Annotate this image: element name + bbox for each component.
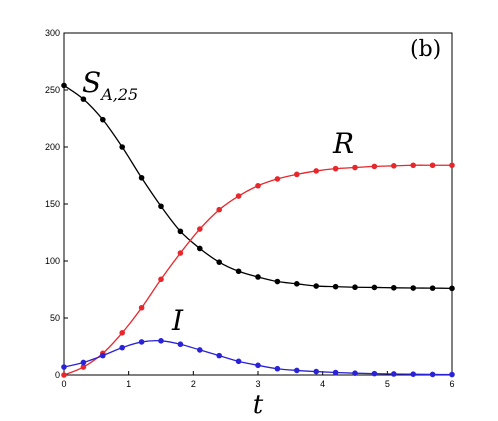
series-label-r: R — [332, 127, 354, 160]
data-point-i — [429, 371, 436, 378]
data-point-i — [100, 352, 106, 359]
x-tick-label: 1 — [126, 379, 131, 389]
x-axis-label: t — [253, 390, 264, 420]
data-point-i — [410, 371, 417, 378]
data-point-i — [332, 369, 339, 376]
data-point-s — [119, 144, 125, 150]
data-point-s — [61, 82, 67, 89]
y-tick-label: 0 — [55, 370, 60, 380]
data-point-s — [429, 285, 436, 291]
data-point-r — [119, 330, 125, 336]
data-point-i — [197, 347, 203, 353]
data-point-s — [158, 203, 164, 210]
data-point-s — [216, 259, 222, 265]
data-point-s — [235, 268, 242, 275]
data-point-i — [255, 362, 261, 369]
data-point-r — [313, 168, 320, 174]
series-label-s: SA,25 — [82, 66, 138, 104]
data-point-r — [332, 165, 339, 172]
data-point-i — [352, 370, 358, 376]
y-tick-label: 300 — [45, 28, 60, 38]
data-point-s — [352, 284, 358, 291]
data-point-i — [119, 344, 125, 351]
data-point-i — [216, 352, 222, 359]
data-point-s — [274, 278, 281, 285]
series-label-i: I — [171, 304, 184, 337]
x-tick-label: 4 — [320, 379, 325, 389]
data-point-i — [80, 359, 87, 366]
data-point-r — [391, 163, 397, 169]
data-point-r — [197, 226, 203, 232]
data-point-r — [158, 276, 164, 283]
y-tick-label: 200 — [45, 142, 60, 152]
data-point-s — [197, 245, 203, 252]
y-tick-label: 250 — [45, 85, 60, 95]
x-tick-label: 5 — [385, 379, 390, 389]
data-point-r — [294, 171, 300, 178]
data-point-r — [429, 162, 436, 169]
data-point-s — [410, 285, 417, 291]
data-point-i — [158, 338, 164, 344]
x-tick-label: 0 — [61, 379, 66, 389]
data-point-r — [235, 193, 242, 199]
x-tick-label: 3 — [255, 379, 260, 389]
x-tick-label: 2 — [191, 379, 196, 389]
data-point-s — [391, 284, 397, 291]
y-tick-label: 150 — [45, 199, 60, 209]
axis-ticks: 0 1 2 3 4 5 6 0 50 100 150 200 250 300 — [45, 28, 455, 389]
data-point-i — [313, 368, 320, 375]
data-point-i — [177, 341, 184, 348]
data-point-r — [216, 206, 222, 213]
data-point-r — [410, 162, 417, 169]
data-point-i — [138, 339, 145, 345]
data-point-r — [371, 163, 378, 170]
data-point-s — [313, 283, 320, 289]
data-point-s — [371, 284, 378, 291]
data-point-i — [274, 365, 281, 372]
data-point-s — [332, 283, 339, 290]
data-point-i — [371, 370, 378, 377]
data-point-s — [80, 96, 87, 102]
series-line-r — [63, 164, 452, 376]
data-point-r — [80, 364, 87, 370]
data-point-r — [274, 176, 281, 182]
x-tick-label: 6 — [449, 379, 454, 389]
data-point-s — [255, 274, 261, 280]
data-point-r — [177, 250, 184, 256]
data-point-r — [255, 182, 261, 189]
data-point-i — [235, 358, 242, 365]
data-point-s — [177, 228, 184, 235]
panel-label: (b) — [410, 37, 441, 62]
data-point-i — [294, 367, 300, 374]
data-point-s — [138, 174, 145, 181]
data-point-i — [391, 371, 397, 377]
data-point-s — [294, 281, 300, 287]
data-point-i — [61, 364, 67, 370]
data-point-s — [100, 116, 106, 123]
data-point-r — [61, 372, 67, 378]
data-point-r — [352, 164, 358, 171]
data-point-i — [449, 371, 455, 378]
series-points — [61, 82, 455, 378]
data-point-s — [449, 285, 455, 292]
y-tick-label: 50 — [50, 313, 60, 323]
data-point-r — [449, 162, 455, 169]
data-point-r — [138, 304, 145, 311]
y-tick-label: 100 — [45, 256, 60, 266]
